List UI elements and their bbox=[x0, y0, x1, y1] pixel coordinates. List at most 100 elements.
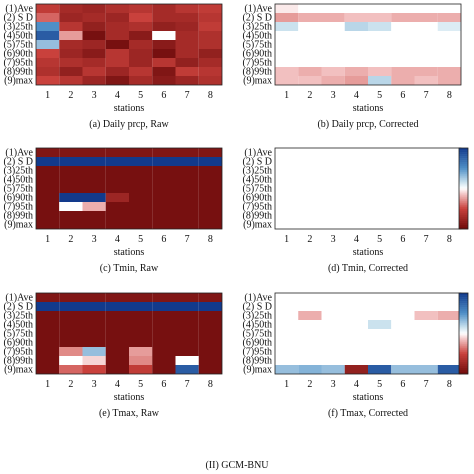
heatmap-cell bbox=[152, 320, 176, 329]
heatmap-cell bbox=[344, 40, 368, 49]
colorbar-1 bbox=[458, 147, 469, 230]
heatmap-cell bbox=[437, 211, 461, 220]
heatmap-cell bbox=[368, 22, 392, 31]
colorbar-segment bbox=[459, 190, 468, 193]
heatmap-cell bbox=[152, 220, 176, 229]
colorbar-segment bbox=[459, 168, 468, 171]
station-tick-label: 3 bbox=[331, 379, 336, 390]
station-tick-label: 6 bbox=[400, 379, 405, 390]
heatmap-cell bbox=[198, 4, 222, 13]
heatmap-cell bbox=[129, 202, 153, 211]
heatmap-cell bbox=[437, 338, 461, 347]
heatmap-cell bbox=[105, 166, 129, 175]
heatmap-cell bbox=[414, 157, 438, 166]
heatmap-cell bbox=[82, 302, 106, 311]
heatmap-cell bbox=[368, 356, 392, 365]
row-label: (3)25th bbox=[4, 22, 33, 33]
station-tick-label: 2 bbox=[307, 90, 312, 101]
heatmap-cell bbox=[152, 293, 176, 302]
heatmap-cell bbox=[344, 175, 368, 184]
heatmap-cell bbox=[198, 22, 222, 31]
heatmap-cell bbox=[391, 76, 415, 85]
heatmap-cell bbox=[321, 31, 345, 40]
station-tick-label: 4 bbox=[115, 90, 120, 101]
heatmap-cell bbox=[275, 302, 299, 311]
colorbar-segment bbox=[459, 212, 468, 216]
heatmap-cell bbox=[105, 184, 129, 193]
heatmap-cell bbox=[368, 58, 392, 67]
heatmap-cell bbox=[82, 365, 106, 374]
heatmap-cell bbox=[344, 67, 368, 76]
heatmap-cell bbox=[175, 356, 199, 365]
colorbar-segment bbox=[459, 349, 468, 353]
heatmap-cell bbox=[391, 347, 415, 356]
colorbar-segment bbox=[459, 311, 468, 314]
heatmap-cell bbox=[321, 175, 345, 184]
heatmap-cell bbox=[59, 31, 83, 40]
heatmap-cell bbox=[368, 40, 392, 49]
heatmap-cell bbox=[36, 365, 60, 374]
station-tick-label: 4 bbox=[354, 234, 359, 245]
heatmap-panel-5: (1)Ave(2) S D(3)25th(4)50th(5)75th(6)90t… bbox=[4, 292, 223, 419]
colorbar-segment bbox=[459, 188, 468, 191]
station-tick-label: 2 bbox=[307, 379, 312, 390]
heatmap-cell bbox=[198, 347, 222, 356]
heatmap-cell bbox=[344, 58, 368, 67]
heatmap-cell bbox=[59, 76, 83, 85]
heatmap-cell bbox=[36, 311, 60, 320]
panel-caption: (a) Daily prcp, Raw bbox=[89, 119, 169, 130]
colorbar-segment bbox=[459, 206, 468, 210]
colorbar-segment bbox=[459, 172, 468, 175]
heatmap-cell bbox=[198, 40, 222, 49]
heatmap-cell bbox=[298, 166, 322, 175]
heatmap-cell bbox=[391, 365, 415, 374]
heatmap-cell bbox=[391, 49, 415, 58]
heatmap-cell bbox=[59, 4, 83, 13]
row-label: (7)95th bbox=[243, 58, 272, 69]
heatmap-cell bbox=[152, 193, 176, 202]
heatmap-cell bbox=[36, 356, 60, 365]
x-axis-title: stations bbox=[353, 247, 384, 258]
heatmap-cell bbox=[105, 338, 129, 347]
panel-frame bbox=[274, 3, 462, 86]
heatmap-cell bbox=[105, 356, 129, 365]
heatmap-cell bbox=[344, 211, 368, 220]
heatmap-cell bbox=[344, 31, 368, 40]
heatmap-cell bbox=[175, 211, 199, 220]
row-label: (9)max bbox=[243, 220, 272, 231]
station-tick-label: 7 bbox=[185, 379, 190, 390]
heatmap-cell bbox=[321, 148, 345, 157]
heatmap-cell bbox=[198, 220, 222, 229]
heatmap-cell bbox=[129, 184, 153, 193]
heatmap-cell bbox=[321, 4, 345, 13]
row-label: (1)Ave bbox=[5, 148, 33, 159]
row-label: (3)25th bbox=[4, 166, 33, 177]
colorbar-segment bbox=[459, 192, 468, 195]
heatmap-cell bbox=[82, 40, 106, 49]
heatmap-cell bbox=[198, 58, 222, 67]
heatmap-cell bbox=[175, 193, 199, 202]
heatmap-cell bbox=[59, 293, 83, 302]
heatmap-cell bbox=[298, 311, 322, 320]
heatmap-cell bbox=[437, 166, 461, 175]
heatmap-cell bbox=[391, 166, 415, 175]
row-label: (3)25th bbox=[4, 311, 33, 322]
heatmap-cell bbox=[152, 76, 176, 85]
colorbar-frame bbox=[458, 292, 469, 375]
row-label: (6)90th bbox=[243, 49, 272, 60]
heatmap-cell bbox=[391, 356, 415, 365]
colorbar-segment bbox=[459, 176, 468, 179]
heatmap-cell bbox=[437, 76, 461, 85]
heatmap-cell bbox=[437, 40, 461, 49]
heatmap-cell bbox=[368, 202, 392, 211]
heatmap-cell bbox=[344, 365, 368, 374]
colorbar-segment bbox=[459, 178, 468, 181]
colorbar-segment bbox=[459, 301, 468, 304]
heatmap-cell bbox=[298, 148, 322, 157]
station-tick-label: 2 bbox=[68, 90, 73, 101]
heatmap-cell bbox=[59, 329, 83, 338]
heatmap-cell bbox=[391, 22, 415, 31]
heatmap-cell bbox=[198, 148, 222, 157]
heatmap-cell bbox=[298, 157, 322, 166]
heatmap-cell bbox=[414, 31, 438, 40]
